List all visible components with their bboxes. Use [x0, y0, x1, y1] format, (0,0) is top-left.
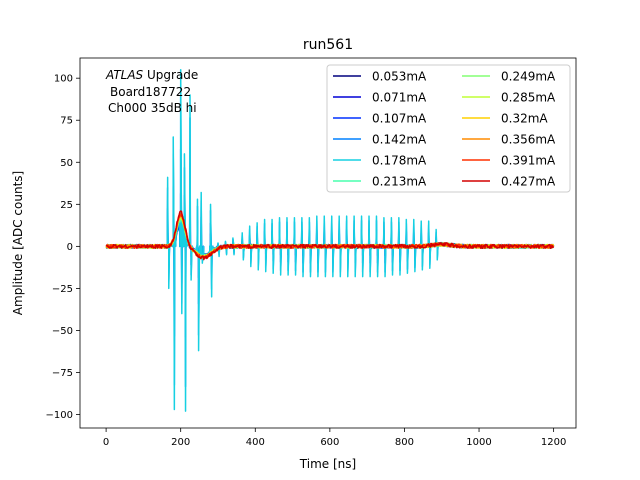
x-tick-label: 1200 — [541, 437, 566, 448]
x-ticks: 0 200 400 600 800 1000 1200 — [103, 428, 566, 448]
y-tick-label: 75 — [60, 116, 73, 127]
y-axis-label: Amplitude [ADC counts] — [11, 171, 25, 315]
x-tick-label: 0 — [103, 437, 109, 448]
x-tick-label: 600 — [320, 437, 339, 448]
annotation-upgrade: Upgrade — [143, 68, 198, 82]
y-tick-label: 25 — [60, 200, 73, 211]
y-tick-label: 0 — [67, 242, 73, 253]
y-ticks: −100 −75 −50 −25 0 25 50 75 100 — [46, 74, 80, 421]
chart-title: run561 — [303, 37, 353, 53]
annotation-line-1: ATLAS Upgrade — [105, 68, 198, 82]
y-tick-label: −100 — [46, 410, 73, 421]
legend: 0.053mA 0.071mA 0.107mA 0.142mA 0.178mA 0.213… — [326, 64, 571, 193]
x-tick-label: 400 — [246, 437, 265, 448]
y-tick-label: 50 — [60, 158, 73, 169]
legend-label: 0.213mA — [372, 175, 427, 189]
x-axis-label: Time [ns] — [299, 457, 356, 471]
legend-label: 0.391mA — [501, 154, 556, 168]
plot-area — [105, 69, 555, 412]
x-tick-label: 800 — [395, 437, 414, 448]
legend-label: 0.427mA — [501, 175, 556, 189]
y-tick-label: −75 — [52, 368, 73, 379]
legend-box — [326, 64, 571, 193]
legend-label: 0.142mA — [372, 133, 427, 147]
atlas-annotation: ATLAS Upgrade Board187722 Ch000 35dB hi — [105, 68, 198, 115]
legend-label: 0.356mA — [501, 133, 556, 147]
y-tick-label: −25 — [52, 284, 73, 295]
x-tick-label: 200 — [171, 437, 190, 448]
annotation-board: Board187722 — [110, 85, 191, 99]
y-tick-label: −50 — [52, 326, 73, 337]
legend-label: 0.107mA — [372, 112, 427, 126]
series-line-0.427mA — [105, 210, 555, 261]
legend-label: 0.249mA — [501, 70, 556, 84]
annotation-channel: Ch000 35dB hi — [108, 101, 197, 115]
axes-frame — [79, 57, 577, 429]
annotation-atlas: ATLAS — [105, 68, 144, 82]
legend-label: 0.071mA — [372, 91, 427, 105]
series-layer — [105, 69, 555, 412]
legend-label: 0.178mA — [372, 154, 427, 168]
y-tick-label: 100 — [54, 74, 73, 85]
x-tick-label: 1000 — [466, 437, 491, 448]
legend-label: 0.053mA — [372, 70, 427, 84]
legend-label: 0.32mA — [501, 112, 548, 126]
legend-label: 0.285mA — [501, 91, 556, 105]
